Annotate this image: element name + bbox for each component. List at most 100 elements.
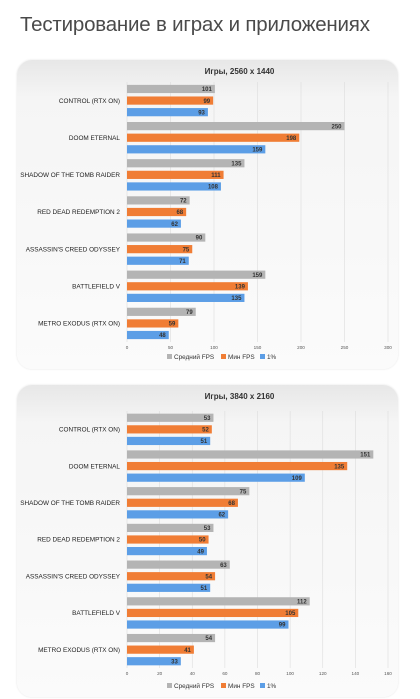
category-label: CONTROL (RTX ON) <box>59 98 120 105</box>
bar-value-label: 51 <box>201 586 208 592</box>
bar-2560 <box>127 122 345 131</box>
bar-3840 <box>127 510 229 519</box>
bar-2560 <box>127 133 300 142</box>
bar-2560 <box>127 233 206 242</box>
bar-2560 <box>127 256 189 265</box>
category-label: METRO EXODUS (RTX ON) <box>38 647 120 654</box>
x-tick-label: 160 <box>384 671 392 676</box>
bar-value-label: 52 <box>202 428 209 434</box>
legend-swatch <box>221 683 226 688</box>
bar-3840 <box>127 523 214 532</box>
bar-2560 <box>127 207 187 217</box>
legend-label: Средний FPS <box>174 682 214 690</box>
bar-value-label: 99 <box>203 99 210 105</box>
bar-value-label: 68 <box>176 210 183 216</box>
bar-2560 <box>127 319 179 328</box>
bar-2560 <box>127 108 208 117</box>
bar-3840 <box>127 413 214 422</box>
bar-value-label: 151 <box>360 453 371 459</box>
x-tick-label: 200 <box>297 345 305 350</box>
category-label: CONTROL (RTX ON) <box>59 427 120 434</box>
x-tick-label: 0 <box>126 671 129 676</box>
legend-label: Средний FPS <box>174 353 214 361</box>
x-tick-label: 40 <box>190 671 196 676</box>
bar-3840 <box>127 645 194 654</box>
category-label: DOOM ETERNAL <box>69 463 121 470</box>
bar-value-label: 105 <box>285 611 296 617</box>
bar-value-label: 198 <box>286 136 297 142</box>
bar-3840 <box>127 473 305 482</box>
x-tick-label: 150 <box>254 345 262 350</box>
x-tick-label: 0 <box>126 345 129 350</box>
bar-value-label: 90 <box>196 236 203 242</box>
bar-value-label: 79 <box>186 310 193 316</box>
chart-title: Игры, 2560 x 1440 <box>205 67 275 76</box>
category-label: ASSASSIN'S CREED ODYSSEY <box>26 246 121 253</box>
bar-value-label: 101 <box>202 87 213 93</box>
bar-3840 <box>127 487 250 496</box>
category-label: SHADOW OF THE TOMB RAIDER <box>20 500 120 507</box>
bar-value-label: 48 <box>159 333 166 339</box>
bar-value-label: 159 <box>252 148 263 154</box>
bar-value-label: 93 <box>198 110 205 116</box>
bar-chart-3840: Игры, 3840 x 2160 0 20 40 60 80 100 120 140 160 CO… <box>20 392 392 690</box>
bar-3840 <box>127 450 374 459</box>
bar-3840 <box>127 620 289 629</box>
bar-3840 <box>127 583 211 592</box>
legend-swatch <box>167 354 172 359</box>
bar-value-label: 62 <box>218 513 225 519</box>
category-label: METRO EXODUS (RTX ON) <box>38 321 120 328</box>
bar-value-label: 33 <box>171 659 178 665</box>
chart-card-2560: Игры, 2560 x 1440 0 50 100 150 200 250 300 CONTR… <box>17 60 398 369</box>
chart-card-3840: Игры, 3840 x 2160 0 20 40 60 80 100 120 140 160 CO… <box>17 385 398 697</box>
bar-3840 <box>127 436 211 446</box>
legend-swatch <box>260 683 265 688</box>
bar-value-label: 68 <box>228 501 235 507</box>
bar-2560 <box>127 270 266 279</box>
x-tick-label: 100 <box>210 345 218 350</box>
x-tick-label: 300 <box>384 345 392 350</box>
bar-3840 <box>127 608 299 618</box>
bar-2560 <box>127 96 214 105</box>
x-tick-label: 60 <box>222 671 228 676</box>
chart-title: Игры, 3840 x 2160 <box>205 392 275 401</box>
legend-label: Мин FPS <box>228 354 255 361</box>
bar-value-label: 109 <box>292 476 303 482</box>
x-tick-label: 20 <box>157 671 163 676</box>
bar-2560 <box>127 84 215 94</box>
category-label: SHADOW OF THE TOMB RAIDER <box>20 172 120 179</box>
bar-3840 <box>127 425 212 434</box>
bar-chart-2560: Игры, 2560 x 1440 0 50 100 150 200 250 300 CONTR… <box>20 67 392 361</box>
x-tick-label: 250 <box>341 345 349 350</box>
bar-2560 <box>127 182 221 191</box>
x-tick-label: 120 <box>319 671 327 676</box>
bar-3840 <box>127 560 230 569</box>
bar-value-label: 51 <box>201 439 208 445</box>
bar-value-label: 250 <box>331 124 342 130</box>
bar-3840 <box>127 535 209 544</box>
category-label: ASSASSIN'S CREED ODYSSEY <box>26 573 121 580</box>
bar-value-label: 50 <box>199 538 206 544</box>
bar-2560 <box>127 170 224 179</box>
bar-value-label: 135 <box>231 161 242 167</box>
bar-3840 <box>127 572 216 581</box>
bar-value-label: 62 <box>171 222 178 228</box>
x-tick-label: 100 <box>286 671 294 676</box>
x-tick-label: 50 <box>168 345 174 350</box>
legend-swatch <box>260 354 265 359</box>
legend-label: 1% <box>267 683 277 690</box>
bar-value-label: 59 <box>169 322 176 328</box>
bar-value-label: 49 <box>197 549 204 555</box>
bar-value-label: 108 <box>208 185 219 191</box>
bar-value-label: 53 <box>204 526 211 532</box>
bar-value-label: 112 <box>297 600 307 606</box>
category-label: RED DEAD REDEMPTION 2 <box>37 537 120 544</box>
bar-value-label: 53 <box>204 416 211 422</box>
bar-value-label: 75 <box>183 247 190 253</box>
bar-2560 <box>127 219 181 228</box>
page-title: Тестирование в играх и приложениях <box>20 13 370 36</box>
bar-3840 <box>127 498 238 507</box>
x-tick-label: 140 <box>352 671 360 676</box>
bar-2560 <box>127 330 169 340</box>
legend-swatch <box>167 683 172 688</box>
